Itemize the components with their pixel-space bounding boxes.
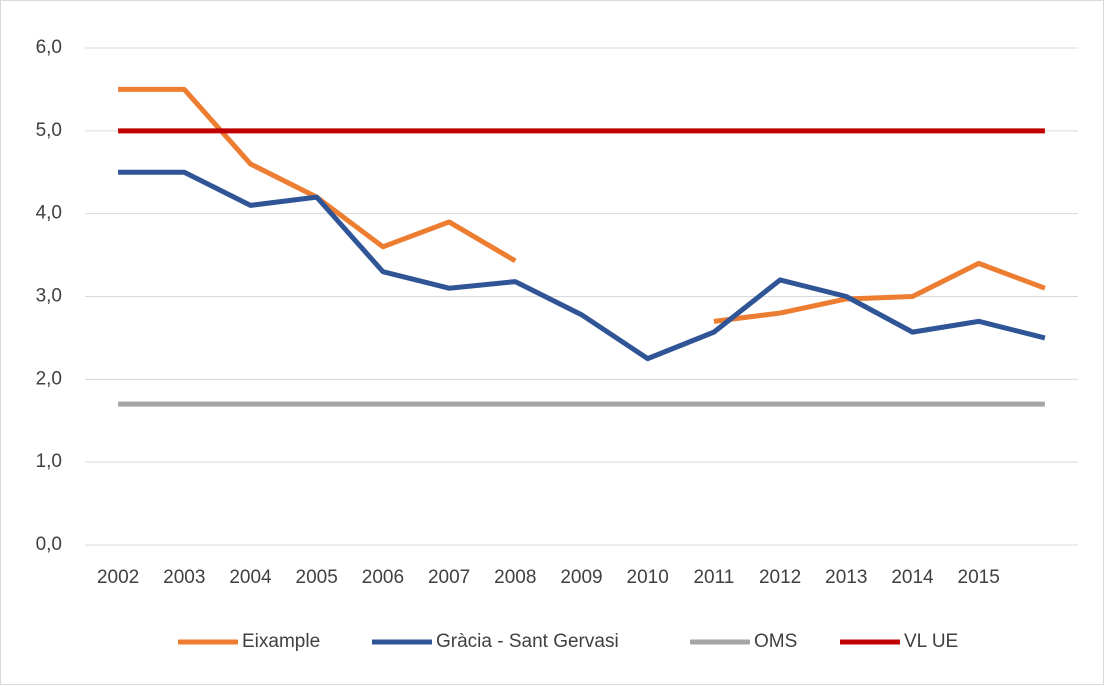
x-tick-label: 2014: [891, 567, 934, 588]
legend-label: Eixample: [242, 631, 320, 652]
x-tick-label: 2011: [693, 567, 734, 588]
x-tick-label: 2006: [362, 567, 404, 588]
legend-label: VL UE: [904, 631, 958, 652]
x-tick-label: 2009: [560, 567, 602, 588]
y-tick-label: 5,0: [36, 120, 62, 141]
series-line: [118, 169, 1046, 362]
x-tick-label: 2002: [97, 567, 139, 588]
y-tick-label: 3,0: [36, 286, 62, 307]
legend-label: Gràcia - Sant Gervasi: [436, 631, 619, 652]
x-tick-label: 2015: [958, 567, 1000, 588]
x-tick-label: 2003: [163, 567, 205, 588]
x-tick-label: 2010: [627, 567, 669, 588]
y-tick-label: 1,0: [36, 451, 62, 472]
y-tick-label: 0,0: [36, 534, 62, 555]
y-tick-label: 2,0: [36, 368, 62, 389]
legend-label: OMS: [754, 631, 797, 652]
x-tick-label: 2008: [494, 567, 536, 588]
x-tick-label: 2005: [296, 567, 338, 588]
x-tick-label: 2012: [759, 567, 801, 588]
x-tick-label: 2013: [825, 567, 867, 588]
y-tick-label: 6,0: [36, 37, 62, 58]
x-tick-label: 2007: [428, 567, 470, 588]
y-tick-label: 4,0: [36, 203, 62, 224]
x-tick-label: 2004: [229, 567, 272, 588]
